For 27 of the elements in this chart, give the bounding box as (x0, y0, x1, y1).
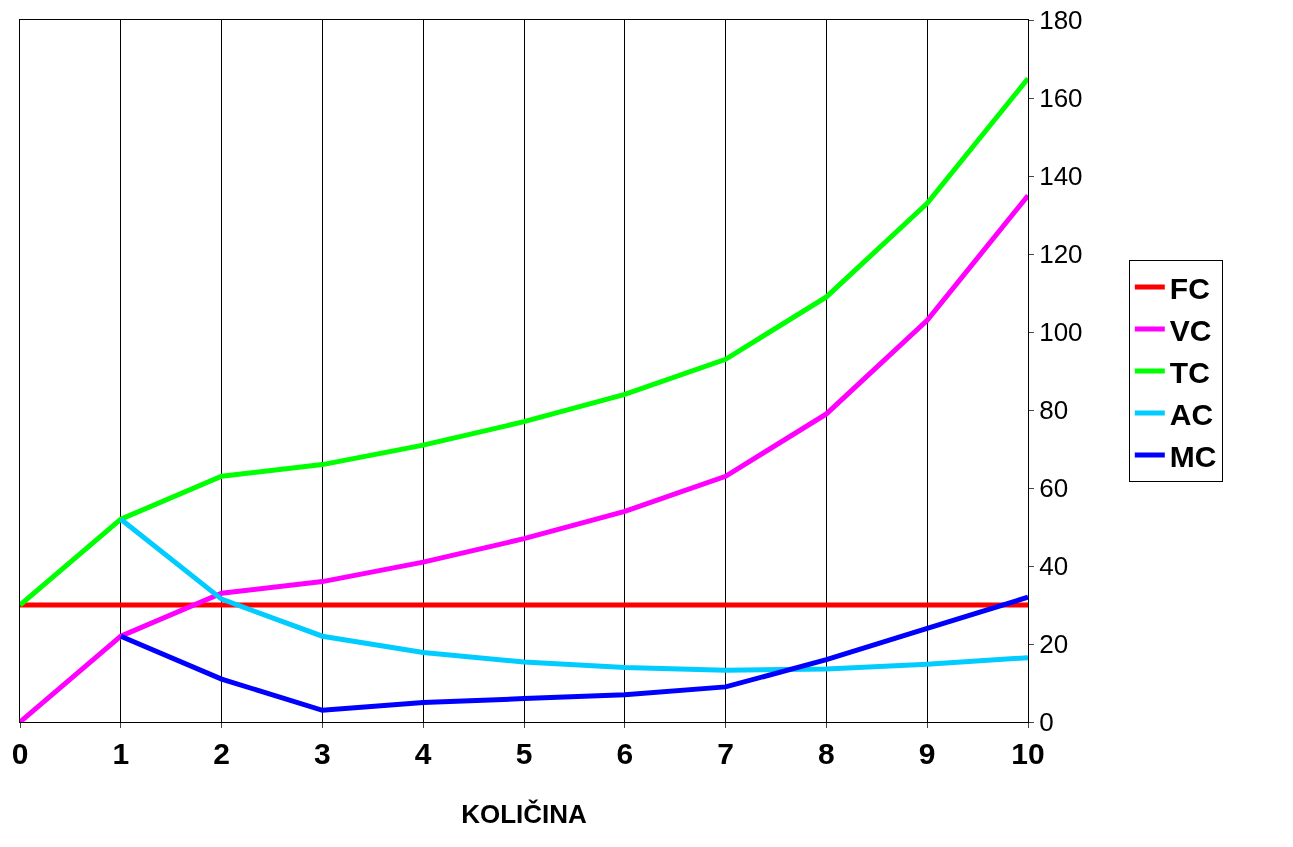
y-tick-label: 0 (1039, 707, 1054, 738)
x-axis-title: KOLIČINA (461, 798, 588, 829)
y-tick-label: 180 (1039, 5, 1083, 36)
x-tick-label: 5 (515, 737, 533, 770)
legend-label: AC (1169, 397, 1214, 431)
x-tick-label: 6 (616, 737, 634, 770)
y-tick-label: 40 (1039, 551, 1069, 582)
x-tick-label: 3 (314, 737, 331, 770)
x-tick-label: 1 (112, 737, 130, 770)
legend-label: VC (1169, 313, 1212, 347)
legend-label: FC (1169, 271, 1210, 305)
x-tick-label: 0 (11, 737, 29, 770)
y-tick-label: 80 (1039, 395, 1069, 426)
x-tick-label: 7 (717, 737, 734, 770)
x-tick-label: 9 (918, 737, 936, 770)
y-tick-label: 160 (1039, 83, 1083, 114)
legend-label: MC (1169, 439, 1217, 473)
y-tick-label: 100 (1039, 317, 1083, 348)
y-tick-label: 60 (1039, 473, 1069, 504)
legend-label: TC (1169, 355, 1210, 389)
x-tick-label: 10 (1011, 737, 1045, 770)
y-tick-label: 140 (1039, 161, 1083, 192)
x-tick-label: 2 (213, 737, 230, 770)
x-tick-label: 8 (818, 737, 835, 770)
y-tick-label: 120 (1039, 239, 1083, 270)
x-tick-label: 4 (414, 737, 432, 770)
y-tick-label: 20 (1039, 629, 1069, 660)
